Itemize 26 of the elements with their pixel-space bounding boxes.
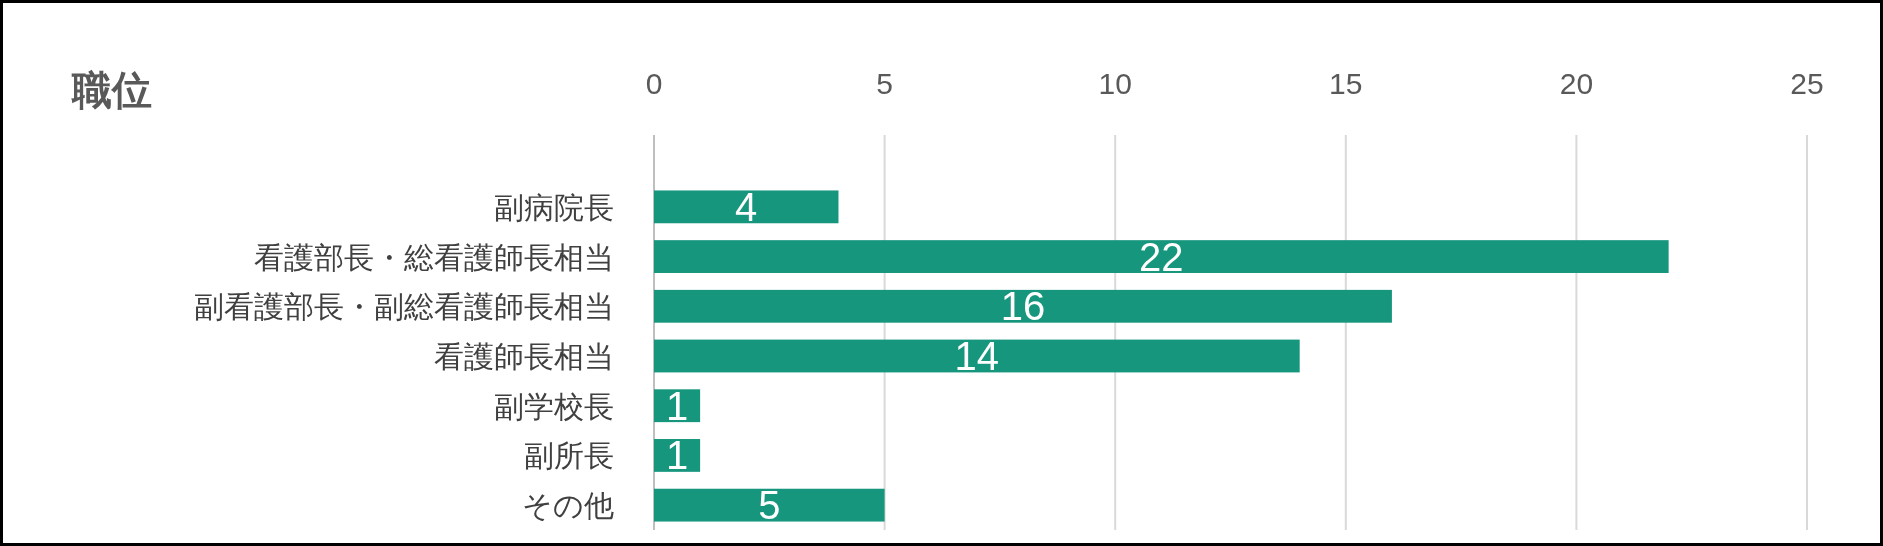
y-tick-label: 看護師長相当 [434,340,614,373]
data-label: 1 [665,433,689,478]
data-label: 5 [758,483,781,528]
text: 職位 [71,68,152,112]
y-tick-label: 看護部長・総看護師長相当 [254,240,614,274]
data-label: 4 [735,184,758,229]
x-tick-label: 5 [876,67,893,100]
y-tick-label: 副看護部長・副総看護師長相当 [194,290,614,324]
bar [654,488,885,522]
y-tick-label: 副病院長 [494,190,614,224]
y-tick-label: その他 [522,489,614,523]
bar [654,190,839,224]
y-tick-label: 副学校長 [494,389,614,423]
x-tick-label: 20 [1559,67,1594,100]
x-tick-label: 15 [1329,67,1363,100]
x-tick-label: 0 [645,67,663,100]
x-tick-label: 25 [1790,67,1824,100]
data-label: 14 [954,334,1000,378]
y-tick-label: 副所長 [524,439,614,473]
data-label: 1 [665,383,689,428]
bar [654,339,1300,373]
bar [654,289,1392,323]
data-label: 22 [1139,234,1184,279]
bar [654,240,1669,273]
x-tick-label: 10 [1098,67,1132,100]
data-label: 16 [1000,284,1046,329]
